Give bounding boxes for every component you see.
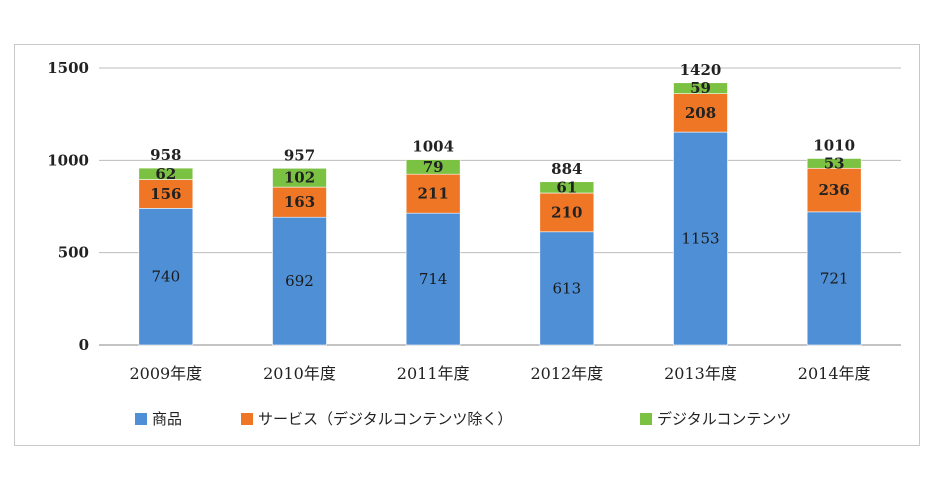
data-label: 721 [820,269,849,287]
bar-segment [806,158,862,169]
total-label: 958 [150,146,181,164]
data-label: 236 [819,181,850,199]
data-label: 61 [556,178,577,196]
data-label: 714 [419,270,448,288]
bar-segment [539,181,595,194]
data-label: 163 [284,193,315,211]
legend-label: サービス（デジタルコンテンツ除く） [258,410,512,428]
x-tick-label: 2012年度 [530,364,603,383]
bar-segment [405,159,461,175]
bar-segment [539,231,595,346]
data-label: 62 [155,165,176,183]
data-label: 156 [150,185,181,203]
total-label: 1420 [680,61,722,79]
data-label: 59 [690,79,711,97]
data-label: 79 [423,158,444,176]
y-tick-label: 1000 [47,151,89,169]
chart-frame: 0 500 1000 1500 740 156 62 958 2009年度 692 163 102 95… [14,44,920,446]
bar-segment [138,208,194,346]
bar-segment [272,167,327,188]
bar-segment [405,212,461,346]
y-tick-label: 1500 [47,59,89,77]
data-label: 210 [551,203,582,221]
bar-segment [806,211,862,346]
data-label: 613 [553,279,582,297]
legend-swatch [241,413,253,425]
legend-swatch [135,413,147,425]
total-label: 957 [284,146,315,164]
data-label: 208 [685,104,716,122]
bar-segment [138,179,194,209]
x-tick-label: 2010年度 [263,364,336,383]
data-label: 1153 [681,230,719,248]
y-tick-label: 0 [79,336,89,354]
data-label: 53 [824,154,845,172]
total-label: 1010 [813,136,855,154]
total-label: 1004 [412,138,454,156]
x-tick-label: 2009年度 [129,364,202,383]
x-tick-label: 2013年度 [664,364,737,383]
bar-segment [673,82,728,94]
data-label: 211 [418,185,449,203]
x-tick-label: 2011年度 [397,364,470,383]
total-label: 884 [551,160,582,178]
legend-label: 商品 [152,410,182,428]
bar-segment [272,186,327,218]
x-tick-label: 2014年度 [798,364,871,383]
data-label: 102 [284,169,315,187]
bar-segment [138,167,194,180]
bar-segment [272,216,327,346]
legend-swatch [640,413,652,425]
y-tick-label: 500 [58,244,89,262]
data-label: 740 [152,268,181,286]
bar-segment [405,173,461,214]
data-label: 692 [285,272,314,290]
legend-label: デジタルコンテンツ [657,410,791,428]
bar-segment [673,131,728,346]
bar-segment [806,167,862,213]
